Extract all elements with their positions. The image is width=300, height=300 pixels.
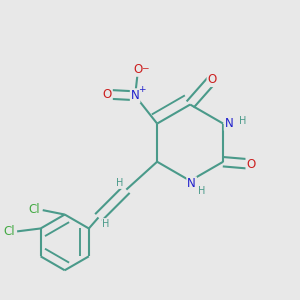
Text: H: H: [198, 186, 205, 196]
Text: Cl: Cl: [29, 203, 40, 216]
Text: Cl: Cl: [3, 226, 15, 238]
Text: O: O: [134, 63, 143, 76]
Text: O: O: [208, 73, 217, 86]
Text: O: O: [103, 88, 112, 101]
Text: N: N: [131, 89, 140, 102]
Text: H: H: [102, 219, 110, 229]
Text: O: O: [246, 158, 256, 171]
Text: N: N: [225, 117, 233, 130]
Text: N: N: [187, 177, 196, 190]
Text: H: H: [238, 116, 246, 126]
Text: −: −: [141, 63, 148, 72]
Text: H: H: [116, 178, 124, 188]
Text: +: +: [138, 85, 145, 94]
